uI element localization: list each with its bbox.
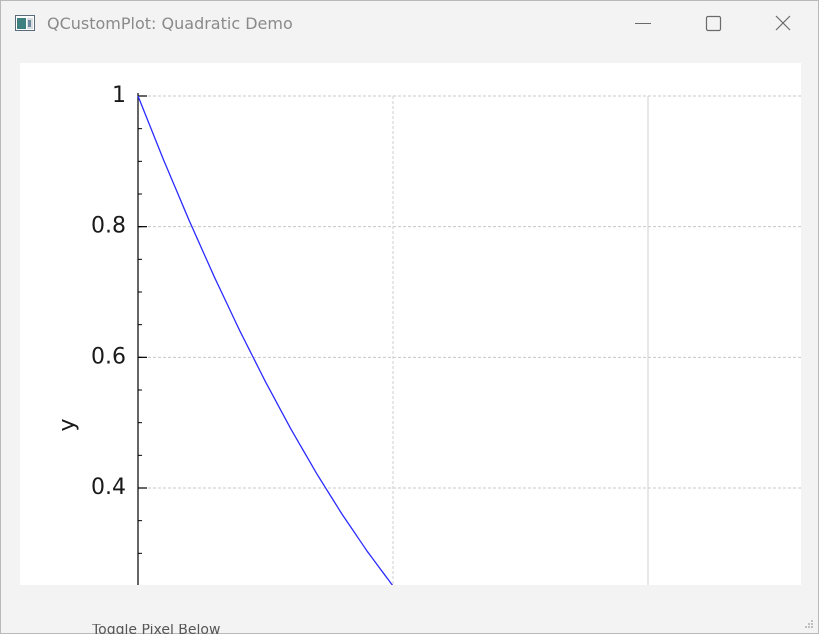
maximize-icon [705,15,722,32]
title-bar[interactable]: QCustomPlot: Quadratic Demo [1,1,818,45]
series-line [137,95,394,585]
size-grip[interactable] [801,615,815,629]
maximize-button[interactable] [689,9,735,39]
grid-layer [138,95,801,585]
close-button[interactable] [759,9,805,39]
window-title: QCustomPlot: Quadratic Demo [47,14,293,33]
y-axis-label: y [55,418,80,431]
qt-app-icon [15,15,35,31]
y-tick-label: 1 [112,83,126,108]
y-tick-label: 0.6 [91,344,126,369]
minimize-icon [635,23,651,24]
y-ticks: 0.4 0.6 0.8 1 [91,83,147,554]
minimize-button[interactable] [619,9,665,39]
y-tick-label: 0.8 [91,214,126,239]
plot-widget[interactable]: 0.4 0.6 0.8 1 y [20,63,801,585]
partial-text: Toggle Pixel Below [92,624,352,634]
quadratic-chart[interactable]: 0.4 0.6 0.8 1 y [20,63,801,585]
y-tick-label: 0.4 [91,475,126,500]
partial-text-label: Toggle Pixel Below [92,624,221,634]
series-layer [137,95,394,585]
close-icon [775,15,791,31]
resize-grip-icon [805,620,813,628]
